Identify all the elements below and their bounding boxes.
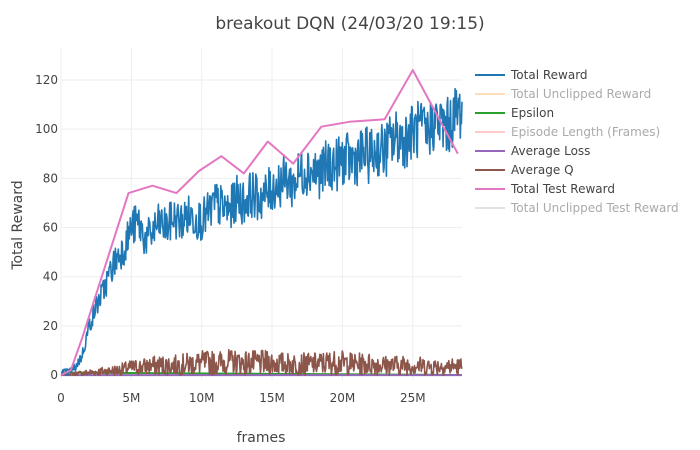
- y-tick-label: 120: [35, 73, 58, 87]
- legend-item-average-q[interactable]: Average Q: [475, 163, 574, 177]
- x-tick-label: 25M: [400, 391, 426, 405]
- legend-item-total-unclipped-reward[interactable]: Total Unclipped Reward: [475, 87, 651, 101]
- x-axis-label: frames: [237, 430, 286, 446]
- grid: [60, 48, 462, 380]
- legend-label: Total Unclipped Test Reward: [510, 201, 679, 215]
- y-tick-label: 100: [35, 122, 58, 136]
- legend-label: Total Reward: [510, 68, 588, 82]
- legend-label: Total Unclipped Reward: [510, 87, 651, 101]
- y-axis-label: Total Reward: [10, 180, 26, 270]
- legend[interactable]: Total Reward Total Unclipped Reward Epsilo…: [475, 68, 679, 215]
- legend-item-total-test-reward[interactable]: Total Test Reward: [475, 182, 615, 196]
- y-tick-label: 60: [43, 221, 58, 235]
- y-tick-label: 20: [43, 319, 58, 333]
- legend-label: Epsilon: [511, 106, 554, 120]
- series-line-total-test-reward[interactable]: [60, 69, 459, 376]
- legend-item-average-loss[interactable]: Average Loss: [475, 144, 590, 158]
- series-line-total-reward[interactable]: [60, 87, 463, 376]
- x-axis-ticks: 0 5M 10M 15M 20M 25M: [57, 391, 425, 405]
- legend-label: Average Q: [511, 163, 574, 177]
- legend-label: Average Loss: [511, 144, 590, 158]
- legend-item-total-unclipped-test-reward[interactable]: Total Unclipped Test Reward: [475, 201, 679, 215]
- chart-title: breakout DQN (24/03/20 19:15): [215, 14, 484, 34]
- legend-label: Total Test Reward: [510, 182, 615, 196]
- legend-item-episode-length-frames[interactable]: Episode Length (Frames): [475, 125, 660, 139]
- y-axis-ticks: 0 20 40 60 80 100 120: [35, 73, 58, 382]
- x-tick-label: 15M: [259, 391, 285, 405]
- legend-label: Episode Length (Frames): [511, 125, 660, 139]
- y-tick-label: 80: [43, 171, 58, 185]
- y-tick-label: 0: [50, 368, 58, 382]
- legend-item-epsilon[interactable]: Epsilon: [475, 106, 554, 120]
- x-tick-label: 10M: [189, 391, 215, 405]
- legend-item-total-reward[interactable]: Total Reward: [475, 68, 588, 82]
- x-tick-label: 5M: [122, 391, 140, 405]
- plot-area[interactable]: [60, 69, 463, 377]
- x-tick-label: 20M: [330, 391, 356, 405]
- x-tick-label: 0: [57, 391, 65, 405]
- series-line-average-q[interactable]: [60, 348, 463, 376]
- y-tick-label: 40: [43, 270, 58, 284]
